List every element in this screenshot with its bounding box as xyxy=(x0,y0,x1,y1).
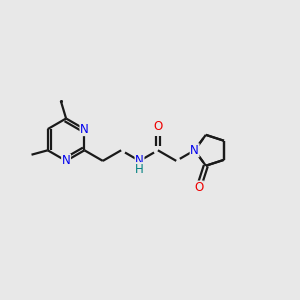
Text: N: N xyxy=(80,123,89,136)
Text: O: O xyxy=(153,120,163,133)
Text: N: N xyxy=(190,144,199,157)
Text: H: H xyxy=(135,163,144,176)
Text: N: N xyxy=(135,154,144,167)
Text: O: O xyxy=(194,181,203,194)
Text: N: N xyxy=(62,154,70,167)
